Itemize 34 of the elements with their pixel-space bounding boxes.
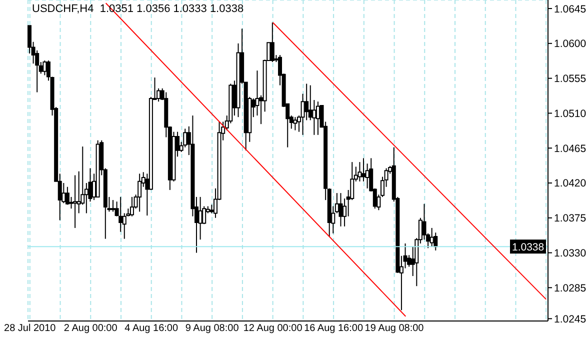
candlestick	[111, 200, 116, 212]
candlestick	[316, 101, 320, 136]
y-tick-label: 1.0510	[554, 108, 586, 120]
candlestick	[138, 173, 142, 212]
candlestick	[362, 158, 366, 182]
x-tick-label: 19 Aug 08:00	[364, 323, 424, 334]
candlestick	[308, 84, 312, 121]
x-tick-label: 28 Jul 2010	[4, 323, 56, 334]
candlestick	[304, 83, 309, 121]
candlestick	[293, 116, 298, 131]
y-tick-label: 1.0645	[554, 3, 586, 16]
y-tick-label: 1.0330	[554, 247, 586, 260]
x-tick-label: 12 Aug 00:00	[243, 323, 303, 334]
candlestick	[65, 186, 70, 206]
candlestick	[338, 192, 343, 227]
candlestick	[118, 196, 123, 232]
candlestick	[358, 162, 362, 182]
candlestick	[42, 60, 47, 76]
candlestick	[434, 232, 438, 251]
candlestick	[73, 174, 78, 228]
x-tick-label: 4 Aug 16:00	[124, 323, 178, 334]
y-tick-label: 1.0375	[554, 212, 586, 225]
candlestick	[130, 196, 134, 217]
x-tick-label: 2 Aug 00:00	[64, 323, 118, 334]
y-tick-label: 1.0420	[554, 178, 586, 190]
y-tick-label: 1.0555	[554, 73, 586, 86]
y-tick-label: 1.0465	[554, 142, 586, 155]
ref-line-label: 1.0338	[512, 242, 544, 254]
y-tick-label: 1.0245	[554, 313, 586, 326]
x-tick-label: 9 Aug 08:00	[185, 323, 240, 334]
y-tick-label: 1.0285	[554, 282, 586, 294]
candlestick	[270, 22, 274, 63]
y-tick-label: 1.0600	[554, 38, 586, 50]
x-tick-label: 16 Aug 16:00	[304, 323, 364, 334]
